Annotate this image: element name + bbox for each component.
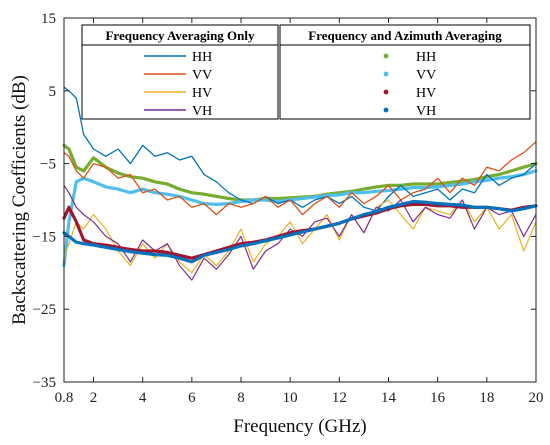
y-tick-label: −15 — [33, 229, 56, 245]
x-tick-label: 8 — [237, 390, 245, 406]
legend-frequency-azimuth-averaging: Frequency and Azimuth Averaging HH VV HV VH — [279, 24, 531, 120]
legend-frequency-averaging-only: Frequency Averaging Only HH VV HV VH — [81, 24, 279, 120]
series-line-vh-frequency-averaging-only — [63, 184, 537, 281]
x-tick-label: 0.8 — [55, 390, 74, 406]
y-tick-label: −35 — [33, 375, 56, 391]
legend-title: Frequency and Azimuth Averaging — [308, 28, 502, 43]
legend-label-vh: VH — [192, 104, 212, 119]
legend-swatch-vh — [383, 107, 389, 113]
y-axis-label: Backscattering Coefficients (dB) — [9, 75, 30, 325]
x-tick-label: 12 — [332, 390, 347, 406]
series-line-hv-frequency-averaging-only — [63, 199, 537, 274]
legend-label-hh: HH — [192, 50, 212, 65]
x-tick-label: 16 — [430, 390, 446, 406]
legend-title: Frequency Averaging Only — [105, 28, 255, 43]
series-line-hv-frequency-and-azimuth-averaging — [62, 202, 538, 260]
legend-box — [81, 24, 279, 120]
legend-box — [279, 24, 531, 120]
y-tick-label: −5 — [40, 157, 56, 173]
x-axis-label: Frequency (GHz) — [233, 416, 366, 437]
legend-label-hv: HV — [192, 86, 212, 101]
ticks-layer: 0.8 2 4 6 8 10 12 14 16 18 20 −35 −25 −15 −5 5 15 — [33, 11, 544, 406]
plot-frame — [63, 17, 537, 383]
x-tick-label: 10 — [283, 390, 298, 406]
legend-label-vv: VV — [416, 68, 436, 83]
x-tick-label: 14 — [381, 390, 397, 406]
legend-layer: Frequency Averaging OnlyHHVVHVVHFrequenc… — [81, 24, 531, 120]
series-line-vv-frequency-averaging-only — [63, 141, 537, 216]
y-tick-label: 5 — [49, 84, 57, 100]
series-layer — [62, 86, 538, 281]
y-tick-label: 15 — [41, 11, 56, 27]
x-tick-label: 20 — [529, 390, 544, 406]
legend-label-vv: VV — [192, 68, 212, 83]
x-tick-label: 18 — [479, 390, 494, 406]
x-tick-label: 2 — [90, 390, 98, 406]
x-tick-label: 6 — [188, 390, 196, 406]
legend-swatch-vv — [383, 71, 389, 77]
x-tick-label: 4 — [139, 390, 147, 406]
legend-swatch-hv — [383, 89, 389, 95]
series-line-vh-frequency-and-azimuth-averaging — [62, 199, 538, 264]
legend-label-hh: HH — [416, 50, 436, 65]
legend-label-hv: HV — [416, 86, 436, 101]
legend-swatch-hh — [383, 53, 389, 59]
y-tick-label: −25 — [33, 302, 56, 318]
legend-label-vh: VH — [416, 104, 436, 119]
